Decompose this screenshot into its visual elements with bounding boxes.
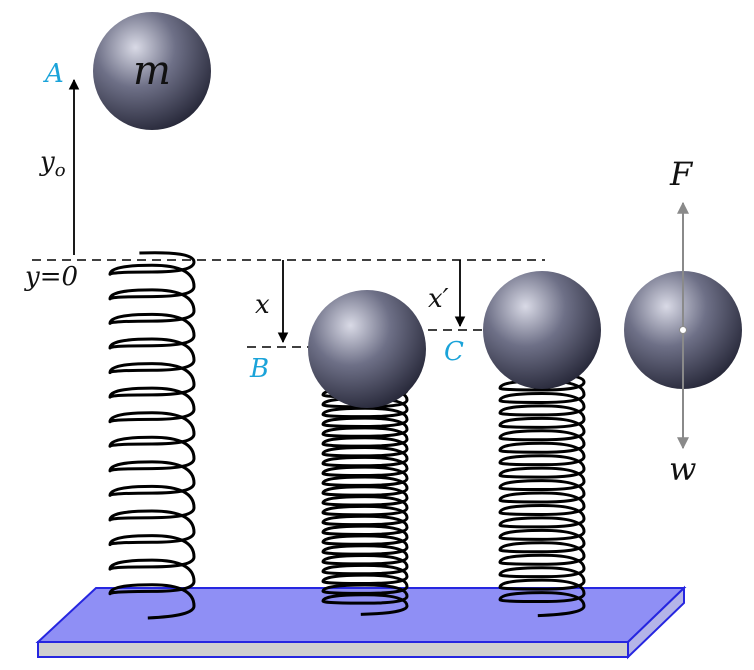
point-a-label: A xyxy=(43,59,64,89)
spring-coil xyxy=(108,251,196,620)
center-dot xyxy=(679,326,687,334)
point-c-label: C xyxy=(444,337,464,367)
base-platform xyxy=(35,585,687,660)
force-down-label: w xyxy=(669,450,696,488)
compression-x-prime-label: x′ xyxy=(428,284,449,314)
force-up-label: F xyxy=(669,155,694,193)
spring-coil xyxy=(498,373,586,618)
height-label: yo xyxy=(39,147,66,181)
spring-equilibrium xyxy=(498,373,586,618)
mass-ball-top xyxy=(93,12,211,130)
mass-ball-b xyxy=(308,290,426,408)
spring-compressed xyxy=(321,381,409,616)
mass-ball-c xyxy=(483,271,601,389)
compression-x-label: x xyxy=(255,290,270,320)
mass-label: m xyxy=(133,48,171,94)
origin-label: y=0 xyxy=(24,262,78,292)
point-b-label: B xyxy=(249,354,269,384)
spring-coil xyxy=(321,381,409,616)
spring-uncompressed xyxy=(108,251,196,620)
